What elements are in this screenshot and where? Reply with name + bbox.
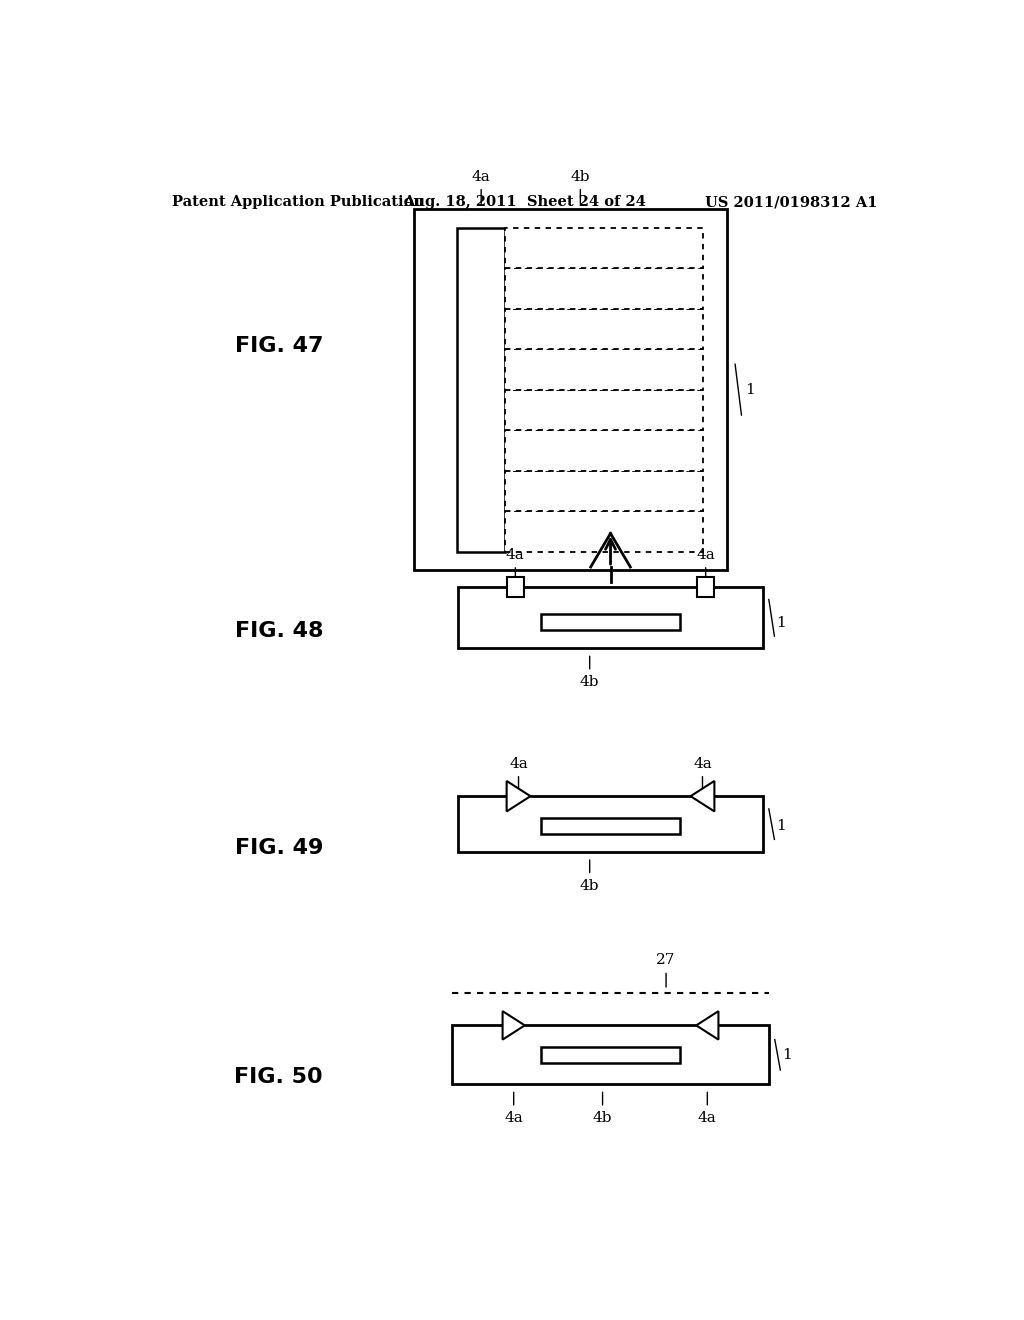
Text: 1: 1 (745, 383, 755, 396)
Text: FIG. 47: FIG. 47 (234, 337, 323, 356)
Bar (458, 796, 763, 853)
Text: 4b: 4b (580, 879, 599, 892)
Text: 4a: 4a (693, 756, 712, 771)
Polygon shape (690, 781, 715, 812)
Text: 4a: 4a (506, 548, 524, 562)
Text: 1: 1 (776, 820, 785, 833)
Text: 4a: 4a (504, 1110, 523, 1125)
Text: 4b: 4b (580, 675, 599, 689)
Bar (541, 818, 680, 834)
Text: Patent Application Publication: Patent Application Publication (172, 195, 424, 210)
Polygon shape (507, 781, 530, 812)
Bar (541, 1047, 680, 1063)
Bar (505, 309, 703, 348)
Bar (505, 268, 703, 309)
Bar (697, 577, 715, 598)
Bar (414, 210, 727, 570)
Bar (505, 227, 703, 268)
Text: Aug. 18, 2011  Sheet 24 of 24: Aug. 18, 2011 Sheet 24 of 24 (403, 195, 646, 210)
Bar (505, 348, 703, 389)
Text: 4b: 4b (570, 170, 590, 183)
Bar (505, 511, 703, 552)
Bar (507, 577, 524, 598)
Text: 1: 1 (782, 1048, 792, 1061)
Text: US 2011/0198312 A1: US 2011/0198312 A1 (706, 195, 878, 210)
Text: 4b: 4b (593, 1110, 612, 1125)
Bar (505, 389, 703, 430)
Text: 1: 1 (776, 616, 785, 630)
Text: FIG. 49: FIG. 49 (234, 837, 323, 858)
Text: 27: 27 (656, 953, 676, 968)
Text: 4a: 4a (472, 170, 490, 183)
Bar (452, 1026, 769, 1084)
Text: 4a: 4a (696, 548, 715, 562)
Bar (505, 430, 703, 471)
Polygon shape (503, 1011, 524, 1040)
Text: FIG. 50: FIG. 50 (234, 1068, 324, 1088)
Bar (541, 614, 680, 630)
Bar (458, 227, 505, 552)
Bar (458, 587, 763, 648)
Text: FIG. 48: FIG. 48 (234, 620, 323, 642)
Polygon shape (696, 1011, 719, 1040)
Bar (505, 471, 703, 511)
Text: 4a: 4a (509, 756, 528, 771)
Text: 4a: 4a (698, 1110, 717, 1125)
